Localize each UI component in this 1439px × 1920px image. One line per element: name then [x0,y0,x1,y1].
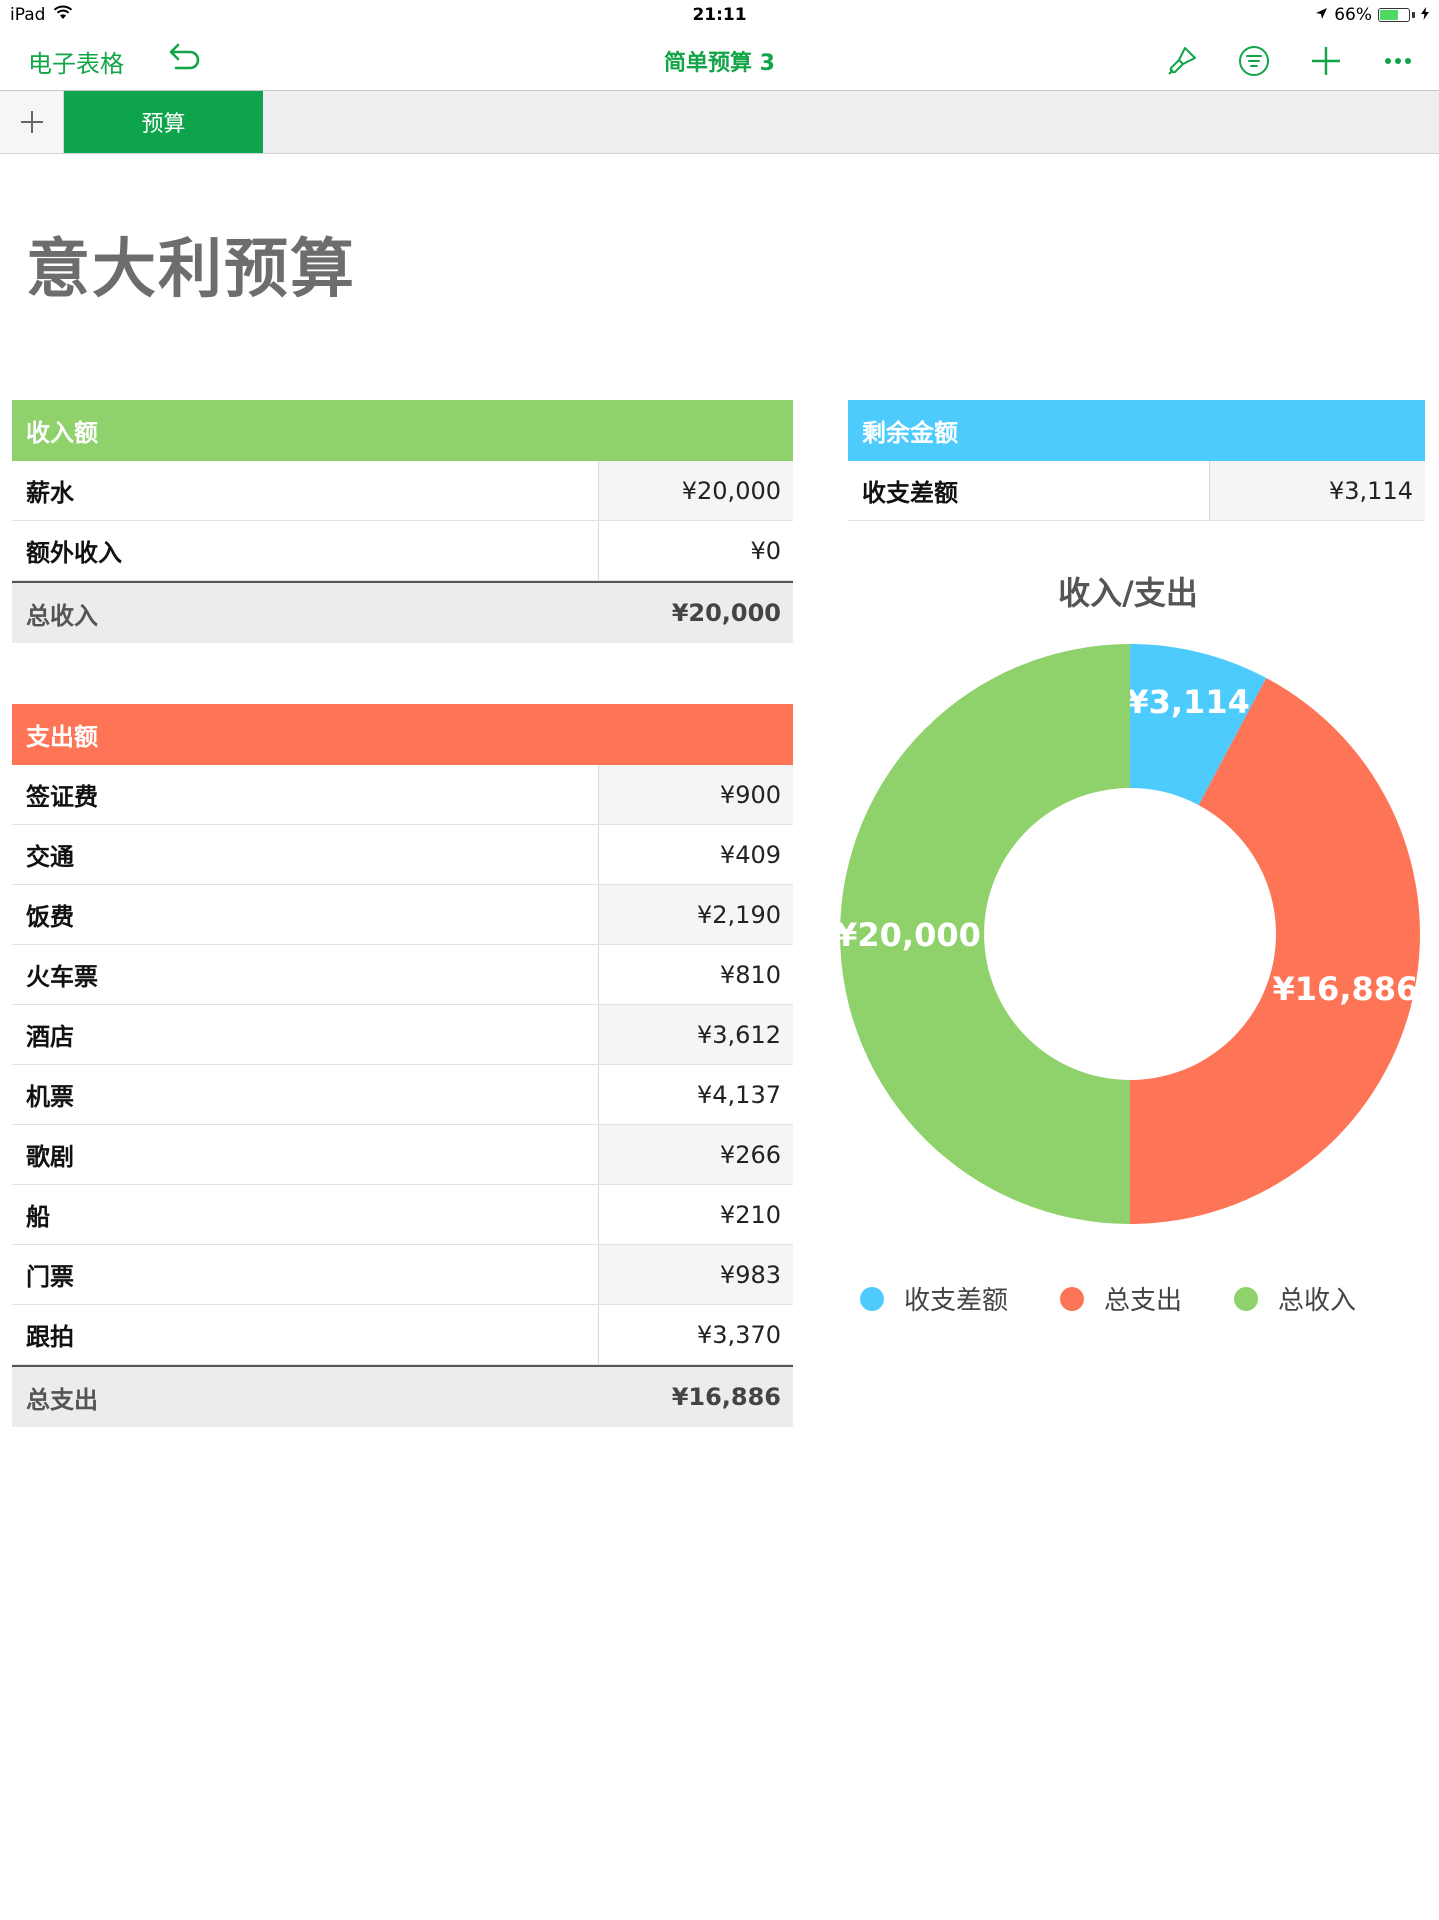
income-row-value[interactable]: ¥20,000 [599,461,793,520]
format-brush-button[interactable] [1161,40,1203,82]
expense-row[interactable]: 火车票 ¥810 [12,945,793,1005]
expense-row[interactable]: 船 ¥210 [12,1185,793,1245]
nav-bar: 电子表格 简单预算 3 [0,30,1439,91]
legend-label: 总收入 [1278,1286,1357,1316]
device-name: iPad [10,5,46,25]
balance-table-header[interactable]: 剩余金额 [848,400,1425,461]
status-bar: iPad 21:11 66% [0,0,1439,30]
expense-row-value[interactable]: ¥210 [719,1200,781,1229]
balance-row[interactable]: 收支差额 ¥3,114 [848,461,1425,521]
income-total-value: ¥20,000 [671,599,781,627]
undo-icon [169,43,200,70]
income-table-header[interactable]: 收入额 [12,400,793,461]
expense-row[interactable]: 交通 ¥409 [12,825,793,885]
expense-total-label: 总支出 [26,1385,98,1414]
expense-row-value[interactable]: ¥409 [719,840,781,869]
location-arrow-icon [1315,5,1328,25]
expense-row-value[interactable]: ¥3,612 [599,1005,793,1064]
add-sheet-button[interactable] [0,91,64,153]
expense-row-label[interactable]: 交通 [12,825,599,884]
expense-row[interactable]: 门票 ¥983 [12,1245,793,1305]
expense-row[interactable]: 歌剧 ¥266 [12,1125,793,1185]
slice-value-label: ¥3,114 [1126,683,1249,721]
expense-row[interactable]: 饭费 ¥2,190 [12,885,793,945]
donut-chart[interactable]: ¥3,114 ¥16,886 ¥20,000 [820,620,1439,1240]
expense-row[interactable]: 跟拍 ¥3,370 [12,1305,793,1365]
plus-icon [1312,47,1340,75]
expense-table-header[interactable]: 支出额 [12,704,793,765]
expense-row[interactable]: 机票 ¥4,137 [12,1065,793,1125]
chart-legend[interactable]: 收支差额 总支出 总收入 [860,1280,1356,1317]
expense-row-value[interactable]: ¥900 [599,765,793,824]
donut-slice[interactable] [1130,644,1267,806]
expense-row-value[interactable]: ¥983 [599,1245,793,1304]
expense-row-value[interactable]: ¥810 [719,960,781,989]
charging-bolt-icon [1421,5,1429,25]
expense-row-label[interactable]: 门票 [12,1245,599,1304]
income-table[interactable]: 收入额 薪水 ¥20,000 额外收入 ¥0 总收入 ¥20,000 [12,400,793,643]
income-row[interactable]: 额外收入 ¥0 [12,521,793,581]
sheet-title[interactable]: 意大利预算 [26,233,356,307]
expense-table[interactable]: 支出额 签证费 ¥900 交通 ¥409 饭费 ¥2,190 火车票 ¥810 酒店 ¥3,612… [12,704,793,1427]
ellipsis-icon [1385,58,1411,64]
sheet-tab-bar: 预算 [0,91,1439,154]
battery-icon [1378,8,1410,22]
balance-row-label[interactable]: 收支差额 [848,461,1210,520]
donut-slice[interactable] [1130,678,1420,1224]
legend-swatch [1234,1286,1259,1311]
expense-total-row[interactable]: 总支出 ¥16,886 [12,1365,793,1427]
income-row[interactable]: 薪水 ¥20,000 [12,461,793,521]
tab-budget[interactable]: 预算 [64,91,263,153]
slice-value-label: ¥16,886 [1273,970,1419,1008]
expense-row-value[interactable]: ¥4,137 [697,1080,781,1109]
expense-row-label[interactable]: 歌剧 [12,1125,599,1184]
spreadsheets-back-button[interactable]: 电子表格 [28,50,124,78]
legend-item[interactable]: 总支出 [1060,1280,1182,1317]
expense-row-value[interactable]: ¥2,190 [599,885,793,944]
legend-swatch [1060,1286,1085,1311]
chart-title[interactable]: 收入/支出 [1058,574,1198,612]
expense-row-label[interactable]: 饭费 [12,885,599,944]
filter-button[interactable] [1233,40,1275,82]
legend-item[interactable]: 收支差额 [860,1280,1008,1317]
plus-icon [20,111,43,133]
income-row-value[interactable]: ¥0 [750,536,781,565]
expense-row-label[interactable]: 跟拍 [12,1305,599,1364]
wifi-icon [53,5,73,25]
filter-icon [1239,46,1269,76]
insert-button[interactable] [1305,40,1347,82]
paintbrush-icon [1168,47,1196,75]
slice-value-label: ¥20,000 [835,916,981,954]
expense-row-label[interactable]: 签证费 [12,765,599,824]
balance-table[interactable]: 剩余金额 收支差额 ¥3,114 [848,400,1425,521]
income-row-label[interactable]: 薪水 [12,461,599,520]
income-total-label: 总收入 [26,601,98,630]
battery-percent: 66% [1334,5,1372,25]
expense-row-label[interactable]: 船 [12,1185,599,1244]
status-time: 21:11 [692,5,747,25]
legend-swatch [860,1286,884,1311]
expense-row-label[interactable]: 酒店 [12,1005,599,1064]
legend-label: 总支出 [1104,1286,1183,1316]
income-row-label[interactable]: 额外收入 [12,521,599,580]
document-title[interactable]: 简单预算 3 [664,51,775,76]
undo-button[interactable] [164,42,200,80]
more-button[interactable] [1377,40,1419,82]
expense-row-label[interactable]: 机票 [12,1065,599,1124]
balance-row-value[interactable]: ¥3,114 [1210,461,1425,520]
expense-total-value: ¥16,886 [671,1383,781,1411]
expense-row-value[interactable]: ¥3,370 [697,1320,781,1349]
legend-item[interactable]: 总收入 [1234,1280,1356,1317]
battery-tip [1412,12,1415,18]
expense-row-value[interactable]: ¥266 [599,1125,793,1184]
donut-slice[interactable] [840,644,1130,1224]
expense-row[interactable]: 签证费 ¥900 [12,765,793,825]
expense-row-label[interactable]: 火车票 [12,945,599,1004]
expense-row[interactable]: 酒店 ¥3,612 [12,1005,793,1065]
legend-label: 收支差额 [904,1286,1009,1316]
income-total-row[interactable]: 总收入 ¥20,000 [12,581,793,643]
